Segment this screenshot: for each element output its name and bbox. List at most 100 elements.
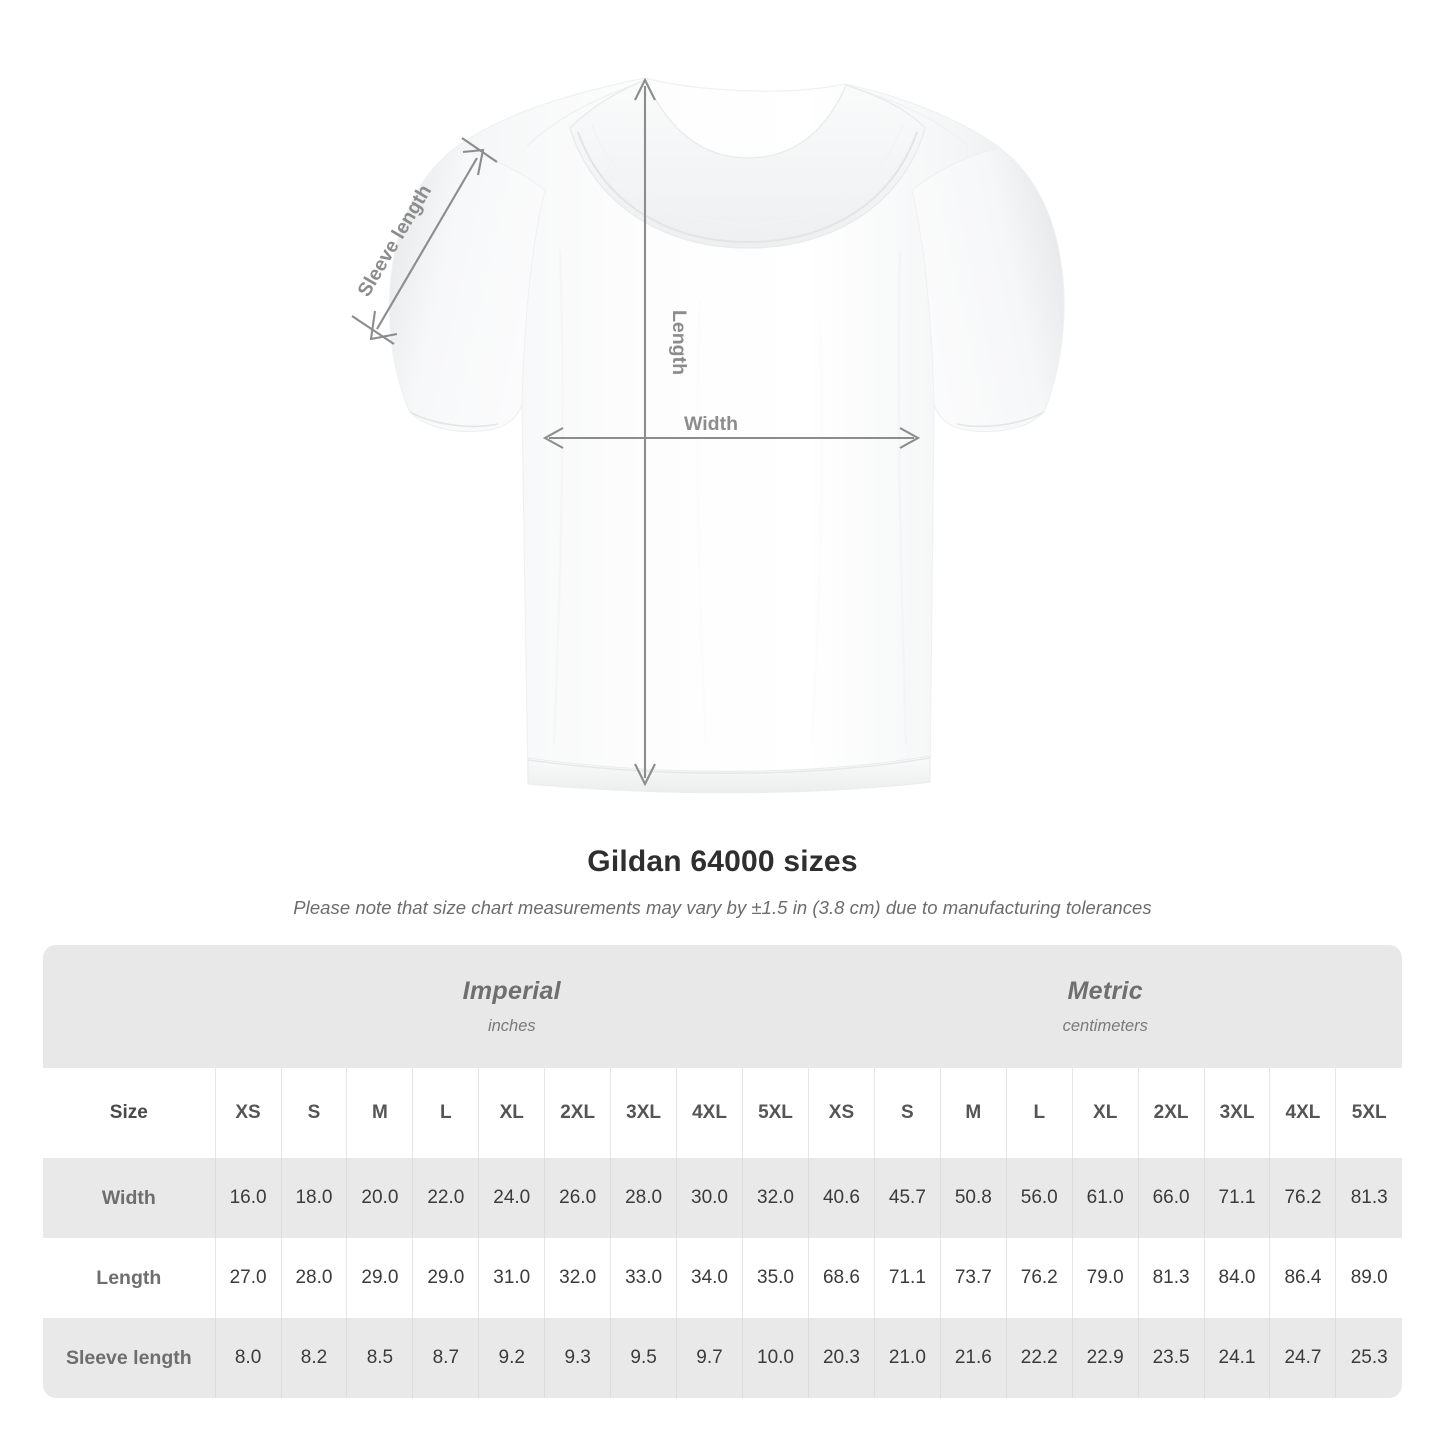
table-row: Width 16.0 18.0 20.0 22.0 24.0 26.0 28.0 30.0 32.… <box>43 1158 1402 1238</box>
width-label: Width <box>684 413 738 435</box>
cell-length-2xl-imperial: 32.0 <box>544 1238 611 1318</box>
column-header-xs-imperial: XS <box>214 1068 282 1158</box>
cell-length-5xl-imperial: 35.0 <box>741 1238 809 1318</box>
unit-name-label: centimeters <box>1062 1017 1148 1035</box>
width-dimension-line <box>542 427 921 449</box>
cell-width-l-imperial: 22.0 <box>412 1158 479 1238</box>
size-column-header: Size <box>43 1068 216 1158</box>
cell-length-xs-metric: 68.6 <box>808 1238 875 1318</box>
cell-sleeve-length-m-imperial: 8.5 <box>346 1318 413 1398</box>
column-header-s-imperial: S <box>280 1068 347 1158</box>
cell-sleeve-length-5xl-imperial: 10.0 <box>741 1318 809 1398</box>
cell-width-xl-imperial: 24.0 <box>478 1158 545 1238</box>
cell-width-m-metric: 50.8 <box>939 1158 1007 1238</box>
column-header-4xl-imperial: 4XL <box>676 1068 743 1158</box>
cell-sleeve-length-xl-metric: 22.9 <box>1071 1318 1139 1398</box>
column-header-m-metric: M <box>939 1068 1007 1158</box>
table-row: Length 27.0 28.0 29.0 29.0 31.0 32.0 33.0 34.0 35… <box>43 1238 1402 1318</box>
cell-sleeve-length-xs-imperial: 8.0 <box>214 1318 282 1398</box>
cell-length-3xl-metric: 84.0 <box>1203 1238 1270 1318</box>
cell-width-xs-metric: 40.6 <box>808 1158 875 1238</box>
cell-sleeve-length-5xl-metric: 25.3 <box>1335 1318 1402 1398</box>
table-row: Sleeve length 8.0 8.2 8.5 8.7 9.2 9.3 9.5 9.7 10.… <box>43 1318 1402 1398</box>
cell-width-5xl-metric: 81.3 <box>1335 1158 1402 1238</box>
cell-width-2xl-metric: 66.0 <box>1137 1158 1205 1238</box>
cell-width-5xl-imperial: 32.0 <box>741 1158 809 1238</box>
cell-length-m-imperial: 29.0 <box>346 1238 413 1318</box>
cell-width-4xl-imperial: 30.0 <box>676 1158 743 1238</box>
tshirt-illustration: Width Length Sleeve length <box>351 77 1065 794</box>
column-header-m-imperial: M <box>346 1068 413 1158</box>
column-header-4xl-metric: 4XL <box>1269 1068 1336 1158</box>
cell-width-s-imperial: 18.0 <box>280 1158 347 1238</box>
unit-system-label: Metric <box>1067 977 1143 1005</box>
cell-width-xl-metric: 61.0 <box>1071 1158 1139 1238</box>
cell-sleeve-length-xs-metric: 20.3 <box>808 1318 875 1398</box>
column-header-s-metric: S <box>873 1068 941 1158</box>
cell-width-xs-imperial: 16.0 <box>214 1158 282 1238</box>
cell-sleeve-length-4xl-imperial: 9.7 <box>676 1318 743 1398</box>
cell-length-s-imperial: 28.0 <box>280 1238 347 1318</box>
column-header-xs-metric: XS <box>808 1068 875 1158</box>
cell-length-3xl-imperial: 33.0 <box>610 1238 677 1318</box>
column-header-5xl-metric: 5XL <box>1335 1068 1402 1158</box>
tolerance-note: Please note that size chart measurements… <box>293 897 1152 918</box>
size-chart-table-wrapper: Imperial inches Metric centimeters Size XS S M L… <box>43 945 1402 1398</box>
column-header-l-metric: L <box>1005 1068 1073 1158</box>
tshirt-diagram: Width Length Sleeve length <box>351 77 1065 794</box>
cell-length-xs-imperial: 27.0 <box>214 1238 282 1318</box>
title-block: Gildan 64000 sizes Please note that size… <box>0 845 1445 919</box>
cell-sleeve-length-m-metric: 21.6 <box>939 1318 1007 1398</box>
column-header-5xl-imperial: 5XL <box>741 1068 809 1158</box>
column-header-xl-imperial: XL <box>478 1068 545 1158</box>
cell-sleeve-length-3xl-imperial: 9.5 <box>610 1318 677 1398</box>
cell-width-2xl-imperial: 26.0 <box>544 1158 611 1238</box>
page-title: Gildan 64000 sizes <box>587 845 858 878</box>
cell-width-4xl-metric: 76.2 <box>1269 1158 1336 1238</box>
cell-width-s-metric: 45.7 <box>873 1158 941 1238</box>
column-header-2xl-metric: 2XL <box>1137 1068 1205 1158</box>
cell-length-4xl-imperial: 34.0 <box>676 1238 743 1318</box>
column-header-xl-metric: XL <box>1071 1068 1139 1158</box>
cell-width-3xl-metric: 71.1 <box>1203 1158 1270 1238</box>
cell-length-xl-imperial: 31.0 <box>478 1238 545 1318</box>
row-label-sleeve-length: Sleeve length <box>43 1318 216 1398</box>
cell-length-m-metric: 73.7 <box>939 1238 1007 1318</box>
dimension-annotations <box>351 77 921 787</box>
length-label: Length <box>668 310 690 375</box>
garment-shape <box>389 77 1065 794</box>
cell-sleeve-length-xl-imperial: 9.2 <box>478 1318 545 1398</box>
size-chart-table: Imperial inches Metric centimeters Size XS S M L… <box>43 945 1402 1398</box>
cell-length-l-metric: 76.2 <box>1005 1238 1073 1318</box>
table-header-row: Size XS S M L XL 2XL 3XL 4XL 5XL XS S M L XL 2XL 3XL 4XL 5… <box>43 1068 1402 1158</box>
cell-width-3xl-imperial: 28.0 <box>610 1158 677 1238</box>
cell-length-l-imperial: 29.0 <box>412 1238 479 1318</box>
banner-spacer <box>43 945 216 1068</box>
column-header-l-imperial: L <box>412 1068 479 1158</box>
cell-sleeve-length-s-metric: 21.0 <box>873 1318 941 1398</box>
unit-group-imperial: Imperial inches <box>215 945 809 1068</box>
unit-system-label: Imperial <box>462 977 561 1005</box>
cell-length-2xl-metric: 81.3 <box>1137 1238 1205 1318</box>
cell-sleeve-length-2xl-imperial: 9.3 <box>544 1318 611 1398</box>
cell-sleeve-length-4xl-metric: 24.7 <box>1269 1318 1336 1398</box>
cell-width-l-metric: 56.0 <box>1005 1158 1073 1238</box>
cell-sleeve-length-l-metric: 22.2 <box>1005 1318 1073 1398</box>
cell-length-4xl-metric: 86.4 <box>1269 1238 1336 1318</box>
row-label-width: Width <box>43 1158 216 1238</box>
cell-length-xl-metric: 79.0 <box>1071 1238 1139 1318</box>
cell-sleeve-length-s-imperial: 8.2 <box>280 1318 347 1398</box>
cell-length-5xl-metric: 89.0 <box>1335 1238 1402 1318</box>
cell-sleeve-length-l-imperial: 8.7 <box>412 1318 479 1398</box>
unit-name-label: inches <box>487 1017 536 1035</box>
cell-width-m-imperial: 20.0 <box>346 1158 413 1238</box>
length-dimension-line <box>634 77 656 787</box>
cell-length-s-metric: 71.1 <box>873 1238 941 1318</box>
column-header-2xl-imperial: 2XL <box>544 1068 611 1158</box>
unit-group-metric: Metric centimeters <box>808 945 1402 1068</box>
unit-banner-row: Imperial inches Metric centimeters <box>43 945 1402 1068</box>
column-header-3xl-metric: 3XL <box>1203 1068 1270 1158</box>
column-header-3xl-imperial: 3XL <box>610 1068 677 1158</box>
row-label-length: Length <box>43 1238 216 1318</box>
